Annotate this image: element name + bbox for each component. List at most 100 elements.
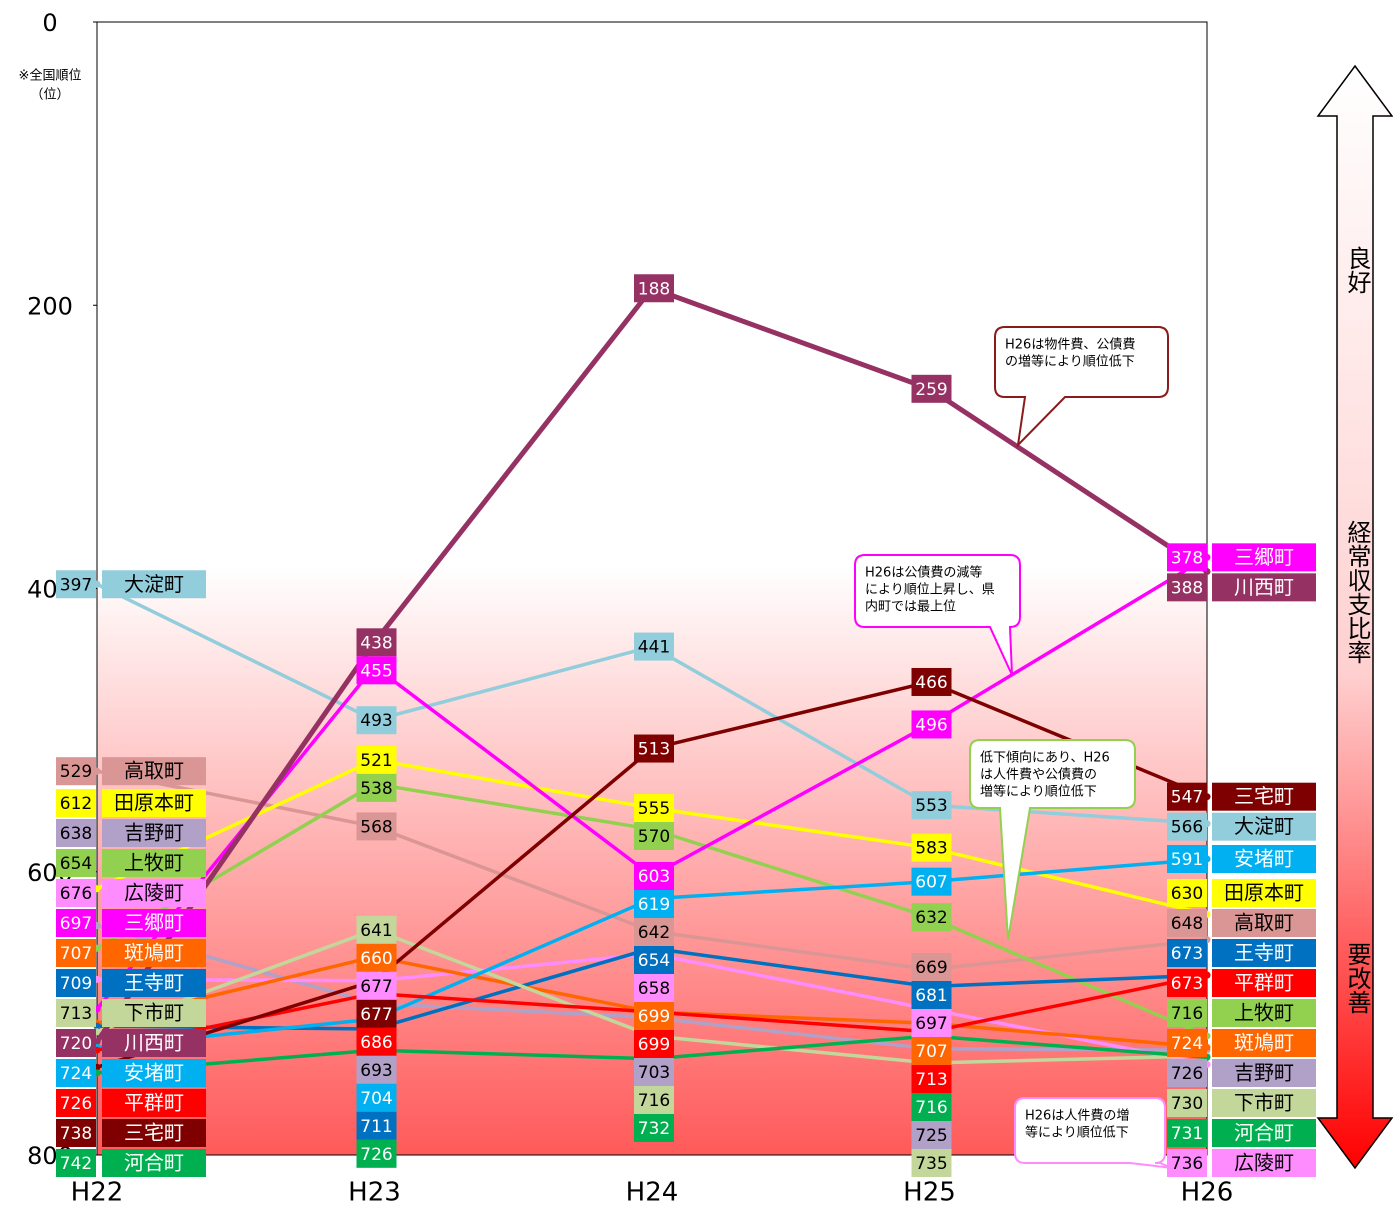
legend-bg (102, 939, 206, 967)
value-label: 707 (915, 1042, 947, 1062)
value-label: 570 (638, 827, 670, 847)
value-label-bg (1167, 1089, 1207, 1117)
legend-bg (102, 570, 206, 599)
value-label-bg (1167, 969, 1207, 997)
value-label-bg (1167, 812, 1207, 841)
value-label-bg (911, 903, 952, 932)
value-label: 697 (60, 914, 92, 934)
legend-label: 川西町 (124, 1031, 184, 1055)
value-label-bg (911, 710, 952, 739)
value-label: 658 (638, 979, 670, 999)
value-label: 648 (1171, 914, 1203, 934)
legend-label: 高取町 (1234, 911, 1294, 935)
value-label-bg (356, 1111, 397, 1140)
value-label: 642 (638, 923, 670, 943)
legend-bg (102, 1059, 206, 1087)
value-label-bg (56, 789, 96, 817)
value-label: 716 (638, 1091, 670, 1111)
legend-label: 王寺町 (1234, 941, 1294, 965)
legend-label: 王寺町 (124, 971, 184, 995)
value-label-bg (1167, 782, 1207, 811)
value-label: 493 (360, 711, 392, 731)
value-label-bg (56, 1089, 96, 1117)
value-label-bg (911, 953, 952, 981)
value-label-bg (911, 1093, 952, 1121)
value-label: 699 (638, 1035, 670, 1055)
value-label-bg (1167, 909, 1207, 937)
value-label-bg (1167, 1119, 1207, 1147)
value-label: 724 (60, 1064, 92, 1084)
callout-text: 低下傾向にあり、H26 (980, 750, 1110, 766)
legend-label: 吉野町 (1234, 1061, 1294, 1085)
value-label-bg (634, 822, 674, 851)
value-label-bg (356, 943, 397, 972)
legend-bg (102, 909, 206, 937)
legend-label: 斑鳩町 (1234, 1031, 1294, 1055)
value-label: 738 (60, 1124, 92, 1144)
value-label-bg (1167, 845, 1207, 874)
x-tick-label: H22 (71, 1178, 124, 1207)
legend-bg (1212, 1029, 1316, 1057)
legend-label: 三宅町 (124, 1121, 184, 1145)
legend-bg (102, 789, 206, 817)
value-label: 724 (1171, 1034, 1203, 1054)
value-label-bg (1167, 879, 1207, 907)
value-label-bg (1167, 1059, 1207, 1087)
value-label: 713 (915, 1070, 947, 1090)
legend-label: 川西町 (1234, 575, 1294, 599)
value-label: 742 (60, 1154, 92, 1174)
value-label: 455 (360, 661, 392, 681)
legend-bg (1212, 543, 1316, 572)
value-label: 654 (60, 854, 92, 874)
value-label-bg (56, 570, 96, 599)
value-label-bg (634, 274, 674, 303)
value-label-bg (356, 999, 397, 1028)
value-label: 555 (638, 799, 670, 819)
value-label: 568 (360, 817, 392, 837)
value-label-bg (634, 1085, 674, 1114)
callout-text: 内町では最上位 (865, 599, 956, 615)
value-label: 697 (915, 1014, 947, 1034)
legend-bg (102, 819, 206, 847)
value-label: 188 (638, 279, 670, 299)
value-label: 713 (60, 1004, 92, 1024)
y-tick-label: 200 (27, 292, 73, 320)
value-label: 513 (638, 740, 670, 760)
value-label: 725 (915, 1126, 947, 1146)
value-label-bg (634, 632, 674, 661)
value-label-bg (634, 861, 674, 890)
legend-label: 広陵町 (124, 881, 184, 905)
value-label: 707 (60, 944, 92, 964)
legend-bg (102, 1119, 206, 1147)
value-label-bg (634, 973, 674, 1002)
value-label: 538 (360, 779, 392, 799)
legend-bg (1212, 573, 1316, 602)
value-label-bg (1167, 999, 1207, 1027)
value-label-bg (1167, 543, 1207, 572)
value-label-bg (634, 1001, 674, 1030)
value-label: 612 (60, 794, 92, 814)
legend-bg (1212, 879, 1316, 907)
value-label: 388 (1171, 578, 1203, 598)
value-label-bg (56, 1149, 96, 1177)
value-label: 566 (1171, 818, 1203, 838)
value-label: 673 (1171, 944, 1203, 964)
value-label-bg (911, 1009, 952, 1037)
legend-bg (102, 1149, 206, 1177)
y-label: （位） (30, 88, 69, 103)
legend-bg (1212, 1119, 1316, 1147)
x-tick-label: H26 (1181, 1178, 1234, 1207)
value-label-bg (356, 628, 397, 657)
value-label-bg (911, 867, 952, 896)
value-label: 726 (60, 1094, 92, 1114)
value-label: 441 (638, 638, 670, 658)
value-label-bg (634, 734, 674, 763)
value-label: 529 (60, 762, 92, 782)
value-label-bg (56, 939, 96, 967)
value-label: 730 (1171, 1094, 1203, 1114)
value-label-bg (911, 981, 952, 1009)
callout-text: H26は人件費の増 (1025, 1109, 1129, 1124)
value-label: 591 (1171, 850, 1203, 870)
value-label: 603 (638, 867, 670, 887)
value-label: 378 (1171, 548, 1203, 568)
